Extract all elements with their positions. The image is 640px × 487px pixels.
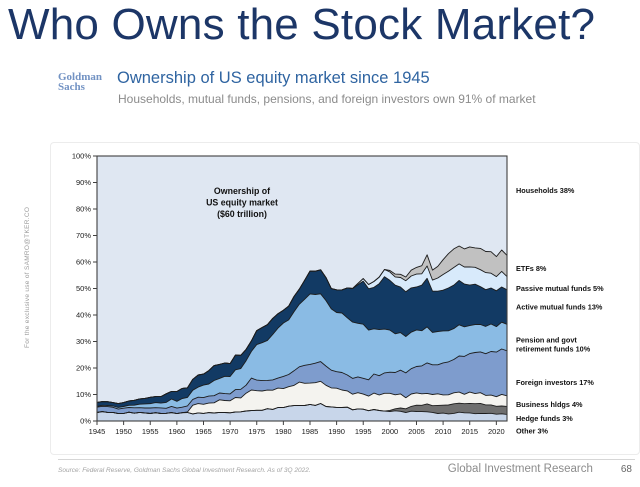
x-tick-label: 2015 xyxy=(461,427,478,436)
annotation-line: US equity market xyxy=(206,198,278,208)
chart-header-title: Ownership of US equity market since 1945 xyxy=(117,69,430,87)
footer-divider xyxy=(58,459,635,460)
area-passive-mutual-funds xyxy=(97,263,507,404)
x-tick-label: 1980 xyxy=(275,427,292,436)
boundary-etfs xyxy=(96,245,508,405)
x-tick-label: 2010 xyxy=(435,427,452,436)
label-households: Households 38% xyxy=(516,186,575,195)
label-passive-mutual-funds: Passive mutual funds 5% xyxy=(516,284,604,293)
label-pension-govt-retirement: Pension and govt xyxy=(516,335,577,344)
annotation-line: Ownership of xyxy=(214,186,270,196)
ownership-chart: 0% 10% 20% 30% 40% 50% 60% 70% 80% 90% 100% 1945 195… xyxy=(55,148,640,448)
goldman-sachs-logo: Goldman Sachs xyxy=(58,71,103,93)
x-axis: 1945 1950 1955 1960 1965 1970 1975 1980 1985 1990… xyxy=(89,421,505,436)
x-tick-label: 1985 xyxy=(302,427,319,436)
area-etfs xyxy=(97,246,507,404)
boundary-pension-govt-retirement xyxy=(96,293,508,408)
y-tick-label: 100% xyxy=(72,152,92,161)
series-labels: Other 3% Hedge funds 3% Business hldgs 4% F… xyxy=(516,186,604,436)
footer-right: Global Investment Research 68 xyxy=(448,463,632,475)
area-other xyxy=(97,403,507,421)
page-title: Who Owns the Stock Market? xyxy=(8,0,596,49)
area-active-mutual-funds xyxy=(97,269,507,408)
label-other: Other 3% xyxy=(516,427,549,436)
x-tick-label: 1955 xyxy=(142,427,159,436)
y-tick-label: 20% xyxy=(76,364,91,373)
y-tick-label: 80% xyxy=(76,205,91,214)
y-tick-label: 10% xyxy=(76,390,91,399)
page-number: 68 xyxy=(620,464,632,475)
label-business-hldgs: Business hldgs 4% xyxy=(516,400,583,409)
x-tick-label: 1950 xyxy=(115,427,132,436)
logo-line-1: Goldman xyxy=(58,71,103,83)
y-tick-label: 90% xyxy=(76,178,91,187)
area-hedge-funds xyxy=(97,403,507,415)
y-tick-label: 40% xyxy=(76,311,91,320)
y-tick-label: 0% xyxy=(80,417,91,426)
area-pension-govt-retirement xyxy=(97,293,507,410)
boundary-business-hldgs xyxy=(96,380,508,415)
label-etfs: ETFs 8% xyxy=(516,264,547,273)
y-tick-label: 30% xyxy=(76,337,91,346)
y-tick-label: 50% xyxy=(76,284,91,293)
footer-brand: Global Investment Research xyxy=(447,463,593,475)
boundary-foreign-investors xyxy=(96,348,508,410)
x-tick-label: 1995 xyxy=(355,427,372,436)
x-tick-label: 1990 xyxy=(328,427,345,436)
x-tick-label: 1965 xyxy=(195,427,212,436)
label-foreign-investors: Foreign investors 17% xyxy=(516,378,594,387)
x-tick-label: 2005 xyxy=(408,427,425,436)
chart-header-subtitle: Households, mutual funds, pensions, and … xyxy=(118,92,536,106)
exclusive-use-watermark: For the exclusive use of SAMRO@TKER.CO xyxy=(24,206,31,348)
label-hedge-funds: Hedge funds 3% xyxy=(516,414,573,423)
annotation-line: ($60 trillion) xyxy=(217,209,267,219)
x-tick-label: 1975 xyxy=(248,427,265,436)
source-note: Source: Federal Reserve, Goldman Sachs G… xyxy=(58,467,311,474)
ownership-chart-svg: 0% 10% 20% 30% 40% 50% 60% 70% 80% 90% 100% 1945 195… xyxy=(72,152,604,436)
chart-annotation: Ownership of US equity market($60 trillio… xyxy=(206,186,278,219)
area-business-hldgs xyxy=(97,381,507,414)
y-tick-label: 60% xyxy=(76,258,91,267)
logo-line-2: Sachs xyxy=(58,80,85,93)
x-tick-label: 1960 xyxy=(169,427,186,436)
label-pension-govt-retirement: retirement funds 10% xyxy=(516,344,591,353)
x-tick-label: 2020 xyxy=(488,427,505,436)
label-active-mutual-funds: Active mutual funds 13% xyxy=(516,303,603,312)
y-tick-label: 70% xyxy=(76,231,91,240)
y-axis: 0% 10% 20% 30% 40% 50% 60% 70% 80% 90% 100% xyxy=(72,152,97,426)
x-tick-label: 2000 xyxy=(382,427,399,436)
x-tick-label: 1945 xyxy=(89,427,106,436)
x-tick-label: 1970 xyxy=(222,427,239,436)
